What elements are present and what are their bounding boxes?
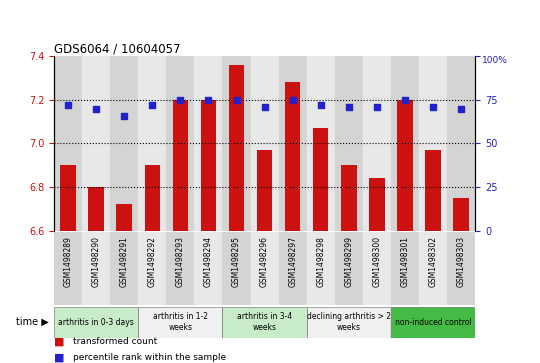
Bar: [335, 232, 363, 305]
Bar: [166, 232, 194, 305]
Text: GSM1498295: GSM1498295: [232, 236, 241, 287]
Bar: [60, 165, 76, 231]
Text: GSM1498297: GSM1498297: [288, 236, 297, 287]
Point: [120, 113, 129, 118]
Bar: [222, 56, 251, 231]
Bar: [54, 232, 82, 305]
Point: [92, 106, 100, 111]
Bar: [110, 56, 138, 231]
Point: [316, 102, 325, 108]
Bar: [335, 56, 363, 231]
Text: GSM1498293: GSM1498293: [176, 236, 185, 287]
Text: time ▶: time ▶: [16, 317, 49, 327]
Text: GSM1498292: GSM1498292: [148, 236, 157, 287]
Point: [457, 106, 465, 111]
Bar: [117, 204, 132, 231]
Text: GSM1498291: GSM1498291: [120, 236, 129, 287]
Bar: [257, 150, 272, 231]
Bar: [251, 232, 279, 305]
Text: arthritis in 1-2
weeks: arthritis in 1-2 weeks: [153, 313, 208, 332]
Bar: [279, 232, 307, 305]
Bar: [419, 232, 447, 305]
Bar: [285, 82, 300, 231]
Point: [64, 102, 72, 108]
Point: [288, 97, 297, 103]
Point: [345, 104, 353, 110]
Bar: [447, 232, 475, 305]
Bar: [138, 307, 222, 338]
Bar: [307, 307, 391, 338]
Point: [204, 97, 213, 103]
Bar: [145, 165, 160, 231]
Bar: [194, 232, 222, 305]
Text: GSM1498298: GSM1498298: [316, 236, 325, 287]
Bar: [201, 100, 216, 231]
Point: [429, 104, 437, 110]
Bar: [391, 307, 475, 338]
Text: GDS6064 / 10604057: GDS6064 / 10604057: [54, 42, 180, 55]
Bar: [173, 100, 188, 231]
Bar: [194, 56, 222, 231]
Bar: [363, 56, 391, 231]
Bar: [82, 232, 110, 305]
Bar: [426, 150, 441, 231]
Text: GSM1498302: GSM1498302: [429, 236, 437, 287]
Bar: [391, 232, 419, 305]
Text: ■: ■: [54, 336, 64, 346]
Bar: [397, 100, 413, 231]
Text: non-induced control: non-induced control: [395, 318, 471, 327]
Text: GSM1498301: GSM1498301: [401, 236, 409, 287]
Bar: [454, 198, 469, 231]
Text: arthritis in 3-4
weeks: arthritis in 3-4 weeks: [237, 313, 292, 332]
Bar: [89, 187, 104, 231]
Text: GSM1498300: GSM1498300: [373, 236, 381, 287]
Bar: [222, 307, 307, 338]
Bar: [82, 56, 110, 231]
Bar: [363, 232, 391, 305]
Bar: [166, 56, 194, 231]
Bar: [313, 128, 328, 231]
Text: 100%: 100%: [482, 56, 508, 65]
Bar: [391, 56, 419, 231]
Bar: [222, 307, 307, 338]
Bar: [54, 56, 82, 231]
Bar: [251, 56, 279, 231]
Bar: [54, 307, 138, 338]
Text: GSM1498289: GSM1498289: [64, 236, 72, 287]
Point: [232, 97, 241, 103]
Text: arthritis in 0-3 days: arthritis in 0-3 days: [58, 318, 134, 327]
Bar: [369, 178, 384, 231]
Text: GSM1498294: GSM1498294: [204, 236, 213, 287]
Bar: [307, 56, 335, 231]
Bar: [110, 232, 138, 305]
Bar: [138, 232, 166, 305]
Bar: [447, 56, 475, 231]
Bar: [229, 65, 244, 231]
Text: transformed count: transformed count: [73, 337, 157, 346]
Text: GSM1498299: GSM1498299: [345, 236, 353, 287]
Point: [401, 97, 409, 103]
Point: [373, 104, 381, 110]
Bar: [138, 56, 166, 231]
Text: ■: ■: [54, 352, 64, 363]
Bar: [341, 165, 356, 231]
Bar: [391, 307, 475, 338]
Text: GSM1498303: GSM1498303: [457, 236, 465, 287]
Bar: [307, 232, 335, 305]
Text: percentile rank within the sample: percentile rank within the sample: [73, 353, 226, 362]
Point: [176, 97, 185, 103]
Text: declining arthritis > 2
weeks: declining arthritis > 2 weeks: [307, 313, 391, 332]
Bar: [279, 56, 307, 231]
Text: GSM1498290: GSM1498290: [92, 236, 100, 287]
Bar: [138, 307, 222, 338]
Bar: [419, 56, 447, 231]
Text: GSM1498296: GSM1498296: [260, 236, 269, 287]
Point: [148, 102, 157, 108]
Point: [260, 104, 269, 110]
Bar: [222, 232, 251, 305]
Bar: [54, 307, 138, 338]
Bar: [307, 307, 391, 338]
